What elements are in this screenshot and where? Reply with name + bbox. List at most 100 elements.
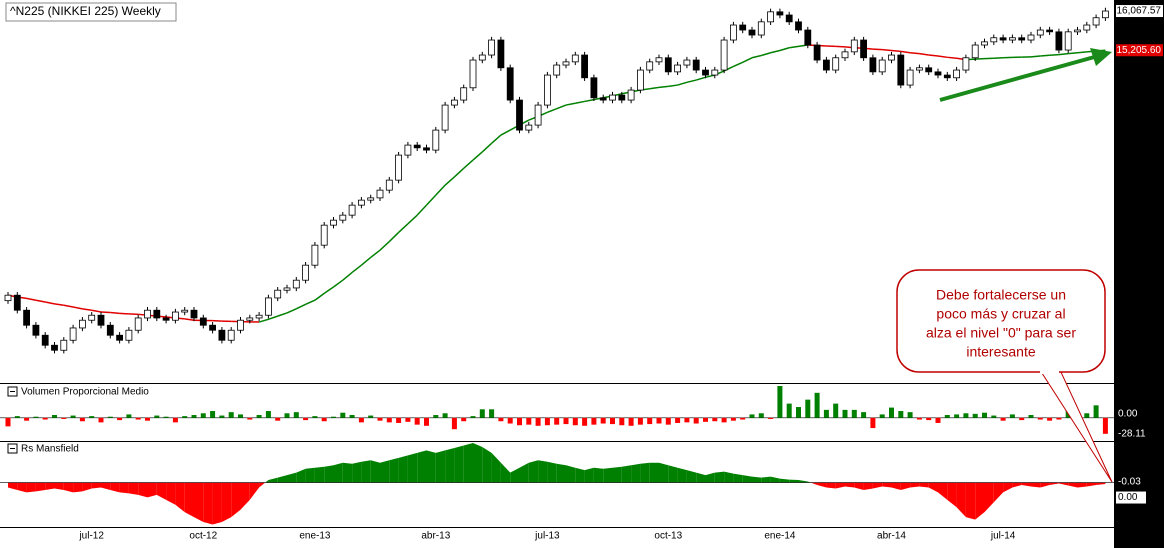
volume-bar xyxy=(916,417,922,420)
volume-bar xyxy=(507,417,513,424)
volume-bar xyxy=(712,417,718,422)
moving-average xyxy=(937,55,948,59)
value-label: 16,067.57 xyxy=(1117,6,1162,17)
rs-area xyxy=(593,467,604,483)
rs-area xyxy=(1096,482,1106,485)
moving-average xyxy=(947,56,957,59)
rs-area xyxy=(361,460,371,483)
moving-average xyxy=(472,151,483,161)
volume-bar xyxy=(963,413,969,418)
x-tick-label: oct-13 xyxy=(654,531,682,542)
candle-body xyxy=(785,14,793,23)
rs-area xyxy=(686,470,697,483)
volume-bar xyxy=(833,403,839,418)
candle-body xyxy=(1018,37,1026,41)
rs-area xyxy=(810,482,818,485)
trend-arrow-head xyxy=(1090,48,1112,66)
volume-bar xyxy=(1047,417,1053,421)
rs-area xyxy=(128,482,139,495)
x-tick-label: jul-12 xyxy=(78,531,104,542)
moving-average xyxy=(91,309,102,313)
volume-bar xyxy=(805,399,811,418)
volume-bar xyxy=(889,407,894,418)
candle-body xyxy=(79,319,86,329)
callout-line: interesante xyxy=(966,344,1035,360)
moving-average xyxy=(398,223,409,233)
moving-average xyxy=(1040,54,1050,57)
volume-bar xyxy=(451,417,457,430)
volume-bar xyxy=(14,416,20,418)
value-label: 15,205.60 xyxy=(1117,45,1162,56)
volume-bar xyxy=(191,414,197,418)
rs-area xyxy=(333,462,343,483)
rs-area xyxy=(659,462,669,483)
candle-body xyxy=(125,329,133,341)
moving-average xyxy=(779,47,790,52)
moving-average xyxy=(677,81,688,86)
moving-average xyxy=(491,134,502,144)
rs-area xyxy=(184,482,194,518)
candle-body xyxy=(646,61,654,71)
rs-area xyxy=(798,480,808,483)
volume-bar xyxy=(396,417,402,423)
rs-area xyxy=(733,473,743,483)
volume-bar xyxy=(340,412,346,418)
rs-area xyxy=(17,482,27,493)
candle-body xyxy=(209,324,217,331)
callout-joint xyxy=(1040,368,1059,374)
moving-average xyxy=(45,301,55,305)
rs-area xyxy=(445,447,455,483)
candle-body xyxy=(934,71,942,76)
moving-average xyxy=(110,311,120,315)
volume-bar xyxy=(219,415,225,418)
rs-area xyxy=(742,475,752,483)
rs-area xyxy=(584,467,594,483)
panel-title: Rs Mansfield xyxy=(21,444,79,455)
rs-area xyxy=(482,446,492,483)
moving-average xyxy=(928,54,939,57)
volume-bar xyxy=(619,417,625,426)
volume-bar xyxy=(879,414,885,418)
rs-area xyxy=(845,482,855,488)
volume-bar xyxy=(842,409,848,418)
moving-average xyxy=(258,318,269,323)
candle-body xyxy=(1036,29,1044,36)
rs-area xyxy=(863,482,873,490)
volume-bar xyxy=(79,417,85,422)
volume-bar xyxy=(89,416,95,418)
volume-bar xyxy=(610,417,615,425)
rs-area xyxy=(919,482,929,488)
rs-area xyxy=(138,482,148,498)
volume-bar xyxy=(786,403,792,418)
rs-area xyxy=(314,466,325,483)
candle-body xyxy=(478,54,486,61)
candle-body xyxy=(274,289,282,299)
rs-area xyxy=(166,482,176,505)
volume-bar xyxy=(331,416,336,418)
callout-line: poco más y cruzar al xyxy=(936,306,1065,322)
candle-body xyxy=(981,41,988,46)
candle-body xyxy=(990,37,998,43)
volume-bar xyxy=(52,414,57,418)
rs-area xyxy=(389,457,399,483)
candle-body xyxy=(190,309,198,319)
candle-body xyxy=(330,219,337,226)
candle-body xyxy=(544,74,551,106)
candle-body xyxy=(51,344,58,351)
volume-bar xyxy=(1084,413,1090,418)
value-label: -0.03 xyxy=(1118,477,1141,488)
rs-area xyxy=(45,482,55,490)
volume-bar xyxy=(61,417,67,419)
x-tick-label: jul-14 xyxy=(990,531,1016,542)
candle-body xyxy=(534,104,542,126)
moving-average xyxy=(882,48,892,52)
volume-bar xyxy=(898,411,904,418)
volume-bar xyxy=(70,415,76,418)
rs-area xyxy=(752,476,762,483)
candle-body xyxy=(516,99,523,131)
callout-text: Debe fortalecerse un poco más y cruzar al… xyxy=(926,287,1076,360)
volume-bar xyxy=(526,417,532,425)
volume-bar xyxy=(1093,405,1099,418)
rs-area xyxy=(1040,482,1050,488)
candle-body xyxy=(739,24,747,31)
